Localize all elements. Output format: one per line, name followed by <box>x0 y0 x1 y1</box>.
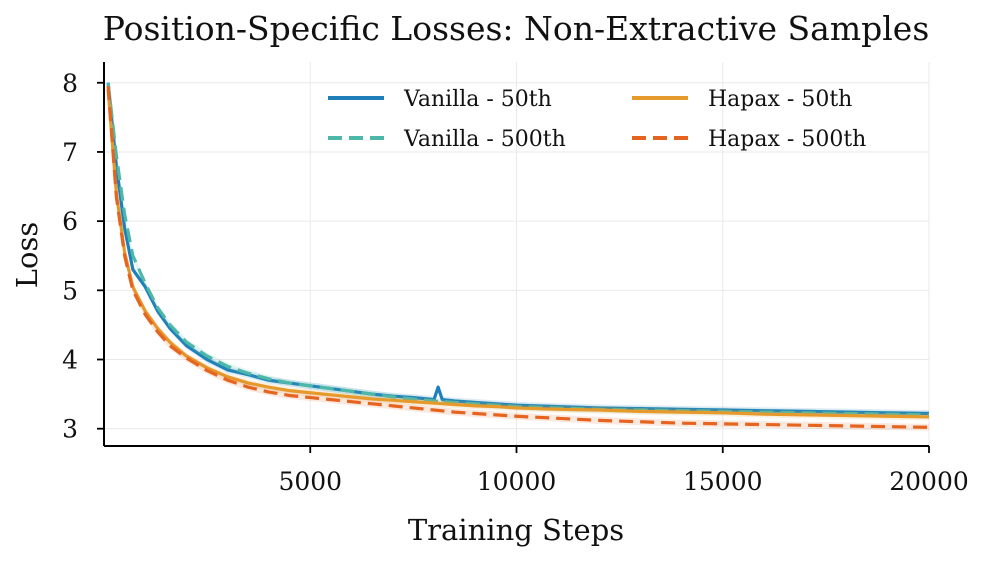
chart-title: Position-Specific Losses: Non-Extractive… <box>103 9 930 48</box>
x-tick-label: 20000 <box>889 467 969 496</box>
x-tick-label: 15000 <box>683 467 763 496</box>
y-tick-label: 7 <box>62 138 78 167</box>
y-tick-label: 8 <box>62 69 78 98</box>
legend-label: Vanilla - 50th <box>403 87 552 112</box>
axes: 5000 10000 15000 20000 3 4 5 6 7 8 <box>62 62 969 496</box>
x-tick-label: 5000 <box>278 467 342 496</box>
series-line-2 <box>106 89 930 419</box>
legend-label: Hapax - 50th <box>708 87 852 112</box>
x-axis-label: Training Steps <box>408 513 624 547</box>
legend: Vanilla - 50th Vanilla - 500th Hapax - 50t… <box>328 87 866 152</box>
legend-label: Vanilla - 500th <box>403 127 566 152</box>
y-tick-label: 6 <box>62 207 78 236</box>
y-axis-label: Loss <box>10 222 44 288</box>
y-tick-label: 3 <box>62 415 78 444</box>
series-layer <box>106 79 930 431</box>
x-tick-label: 10000 <box>477 467 557 496</box>
grid <box>104 62 930 446</box>
series-line-3 <box>106 86 930 429</box>
legend-label: Hapax - 500th <box>708 127 866 152</box>
y-tick-label: 5 <box>62 276 78 305</box>
y-tick-label: 4 <box>62 346 78 375</box>
